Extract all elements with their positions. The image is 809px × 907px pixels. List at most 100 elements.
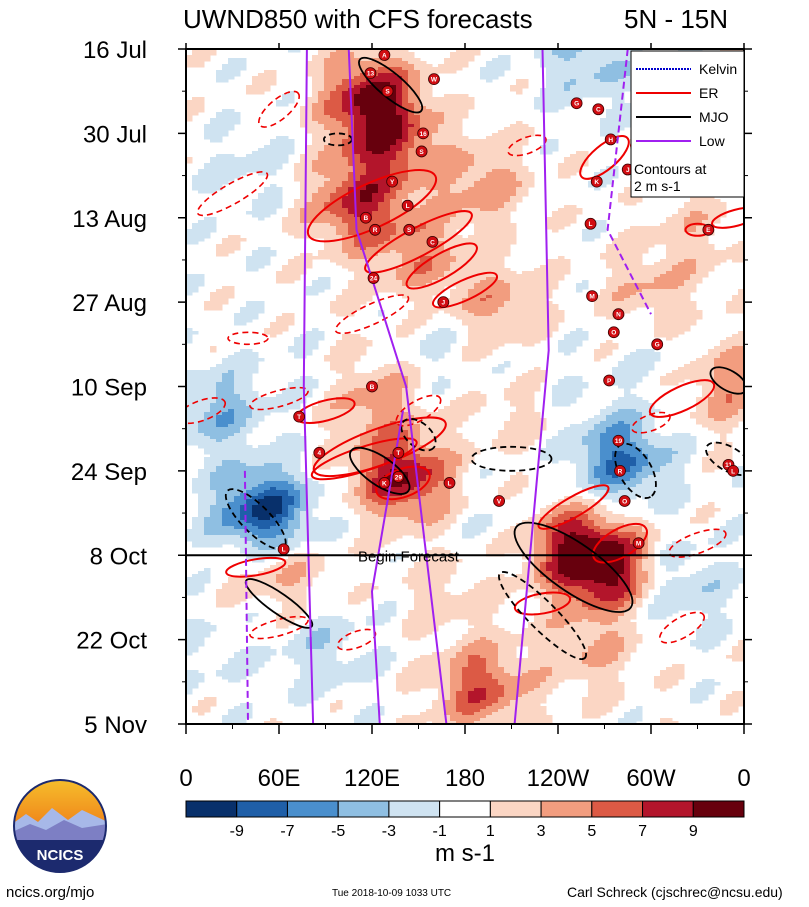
field-cell — [684, 295, 691, 299]
field-cell — [522, 184, 529, 188]
field-cell — [390, 286, 397, 290]
field-cell — [678, 232, 685, 236]
field-cell — [678, 295, 685, 299]
field-cell — [672, 256, 679, 260]
field-cell — [330, 88, 337, 92]
field-cell — [486, 256, 493, 260]
field-cell — [396, 49, 403, 53]
field-cell — [504, 205, 511, 209]
field-cell — [486, 70, 493, 74]
field-cell — [516, 289, 523, 293]
field-cell — [414, 325, 421, 329]
field-cell — [672, 301, 679, 305]
field-cell — [690, 253, 697, 257]
field-cell — [384, 253, 391, 257]
field-cell — [360, 196, 367, 200]
field-cell — [198, 103, 205, 107]
field-cell — [420, 319, 427, 323]
field-cell — [210, 49, 217, 53]
field-cell — [402, 220, 409, 224]
field-cell — [462, 304, 469, 308]
field-cell — [414, 97, 421, 101]
field-cell — [522, 292, 529, 296]
field-cell — [216, 121, 223, 125]
field-cell — [390, 253, 397, 257]
field-cell — [600, 310, 607, 314]
field-cell — [426, 67, 433, 71]
field-cell — [384, 214, 391, 218]
field-cell — [474, 286, 481, 290]
field-cell — [336, 253, 343, 257]
field-cell — [648, 301, 655, 305]
field-cell — [444, 202, 451, 206]
field-cell — [234, 319, 241, 323]
field-cell — [576, 331, 583, 335]
field-cell — [540, 325, 547, 329]
field-cell — [366, 238, 373, 242]
field-cell — [690, 211, 697, 215]
field-cell — [474, 187, 481, 191]
field-cell — [270, 187, 277, 191]
field-cell — [444, 205, 451, 209]
field-cell — [492, 253, 499, 257]
field-cell — [336, 85, 343, 89]
field-cell — [510, 196, 517, 200]
field-cell — [234, 58, 241, 62]
field-cell — [276, 190, 283, 194]
field-cell — [444, 121, 451, 125]
field-cell — [450, 301, 457, 305]
field-cell — [672, 331, 679, 335]
field-cell — [528, 334, 535, 338]
field-cell — [480, 211, 487, 215]
field-cell — [372, 103, 379, 107]
field-cell — [672, 283, 679, 287]
field-cell — [330, 190, 337, 194]
field-cell — [408, 76, 415, 80]
field-cell — [612, 286, 619, 290]
field-cell — [228, 286, 235, 290]
field-cell — [486, 268, 493, 272]
field-cell — [708, 268, 715, 272]
field-cell — [312, 91, 319, 95]
field-cell — [306, 118, 313, 122]
field-cell — [234, 238, 241, 242]
field-cell — [546, 271, 553, 275]
field-cell — [534, 310, 541, 314]
field-cell — [312, 328, 319, 332]
field-cell — [348, 337, 355, 341]
field-cell — [300, 157, 307, 161]
field-cell — [474, 295, 481, 299]
field-cell — [378, 310, 385, 314]
field-cell — [186, 238, 193, 242]
field-cell — [666, 229, 673, 233]
field-cell — [288, 226, 295, 230]
field-cell — [528, 184, 535, 188]
field-cell — [570, 205, 577, 209]
field-cell — [216, 292, 223, 296]
field-cell — [570, 172, 577, 176]
field-cell — [342, 148, 349, 152]
field-cell — [246, 88, 253, 92]
field-cell — [480, 229, 487, 233]
field-cell — [378, 256, 385, 260]
field-cell — [444, 115, 451, 119]
field-cell — [504, 196, 511, 200]
field-cell — [414, 196, 421, 200]
field-cell — [462, 178, 469, 182]
field-cell — [318, 88, 325, 92]
field-cell — [582, 79, 589, 83]
field-cell — [414, 175, 421, 179]
field-cell — [408, 64, 415, 68]
field-cell — [486, 157, 493, 161]
field-cell — [576, 91, 583, 95]
field-cell — [582, 286, 589, 290]
field-cell — [678, 265, 685, 269]
field-cell — [330, 106, 337, 110]
field-cell — [690, 271, 697, 275]
field-cell — [324, 130, 331, 134]
field-cell — [222, 175, 229, 179]
field-cell — [312, 115, 319, 119]
field-cell — [546, 313, 553, 317]
field-cell — [396, 286, 403, 290]
field-cell — [678, 277, 685, 281]
